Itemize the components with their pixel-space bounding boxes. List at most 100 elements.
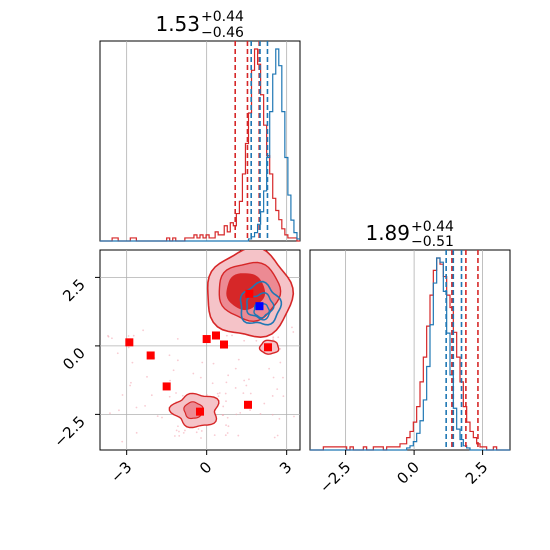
sample-point [161,416,163,419]
tick-label: 2.5 [59,275,89,305]
sample-point [226,416,229,419]
sample-point [211,382,214,385]
sample-point [172,369,175,372]
sample-point [127,346,130,349]
sample-point [218,392,221,394]
sample-point [292,331,295,333]
title-p0-median: 1.53 [155,12,200,36]
tick-label: −2.5 [50,412,88,450]
sample-point [231,334,233,337]
sample-point [216,392,219,395]
sample-point [176,359,179,362]
sample-point [217,395,220,398]
sample-point [227,425,230,428]
sample-point [175,392,177,394]
sample-point [272,338,275,341]
sample-point [271,395,274,397]
sample-point [282,376,284,379]
sample-point [273,436,276,439]
sample-point [272,336,275,339]
histogram-blue-p1 [310,257,510,451]
sample-point [237,358,240,361]
sample-point [111,337,113,340]
sample-point [235,413,238,416]
sample-point [200,430,203,432]
sample-point [239,411,242,414]
sample-point [245,384,248,387]
panel-joint: −3 0 3 2.5 0.0 −2.5 [50,249,301,486]
title-p0-minus: −0.46 [201,25,244,41]
marker-red [196,407,204,416]
sample-point [234,367,237,370]
sample-point [227,374,230,377]
sample-point [225,400,227,403]
sample-point [135,406,138,409]
sample-point [201,361,204,364]
sample-point [243,339,246,342]
sample-point [272,376,275,379]
title-p1-median: 1.89 [365,221,410,245]
sample-point [259,413,262,415]
sample-point [142,329,145,332]
sample-point [121,394,124,396]
sample-point [116,352,119,355]
sample-point [243,379,246,382]
sample-point [293,415,295,418]
sample-point [199,376,202,379]
title-p1-plus: +0.44 [411,219,454,235]
sample-point [135,431,138,434]
title-p0-plus: +0.44 [201,9,244,25]
sample-point [182,431,185,434]
tick-label: −2.5 [316,458,354,496]
sample-point [156,415,159,418]
panel-p1-frame [309,249,511,451]
sample-point [109,412,111,415]
tick-label: 0 [196,458,215,477]
marker-red [202,335,211,344]
contour-blue-inner [253,303,271,319]
sample-point [178,430,180,433]
marker-red [162,382,171,391]
sample-point [249,409,251,411]
sample-point [263,402,266,405]
sample-point [224,392,227,395]
tick-label: 3 [276,458,295,477]
title-p1-minus: −0.51 [411,234,454,250]
tick-label: 0.0 [393,458,423,488]
contour-blue-outer [239,280,283,326]
marker-red [125,338,134,347]
sample-point [291,326,293,329]
histogram-red-p1 [310,257,510,451]
sample-point [121,440,124,443]
marker-red [212,331,220,340]
marker-red [264,343,272,352]
sample-point [176,337,179,340]
sample-point [178,434,181,437]
sample-point [168,354,171,357]
sample-point [222,405,225,408]
sample-point [206,393,208,396]
sample-point [200,437,202,439]
sample-point [107,335,110,338]
sample-point [222,414,225,417]
sample-point [197,428,200,430]
sample-point [130,381,132,384]
marker-red [146,351,155,360]
sample-point [175,429,178,432]
sample-point [129,384,131,387]
sample-point [278,417,281,420]
sample-point [184,429,186,432]
sample-point [279,361,282,364]
sample-point [168,395,171,398]
sample-point [276,434,279,437]
tick-label: 0.0 [59,344,89,374]
sample-point [127,335,130,337]
marker-blue [255,302,264,311]
sample-point [192,372,195,375]
sample-point [271,413,274,416]
sample-point [213,434,216,437]
sample-point [212,362,215,365]
sample-point [169,379,171,382]
sample-point [249,392,252,395]
